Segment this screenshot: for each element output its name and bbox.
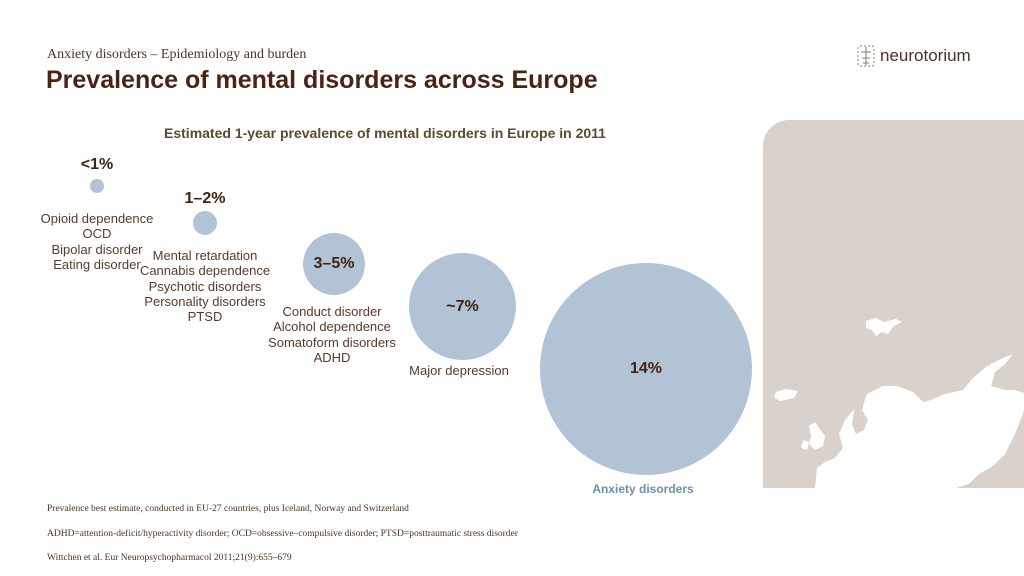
bubble-1-2	[193, 211, 217, 235]
disorder: Mental retardation	[152, 248, 258, 263]
bubble-label-3-5: 3–5%	[313, 255, 355, 272]
section-subtitle: Anxiety disorders – Epidemiology and bur…	[47, 47, 307, 62]
disorder: Opioid dependence	[40, 211, 154, 226]
neurotorium-logo-icon	[857, 45, 875, 67]
disorder-list-1-2: Mental retardation Cannabis dependence P…	[105, 248, 305, 324]
disorder-list-7: Major depression	[359, 363, 559, 378]
logo-text: neurotorium	[880, 46, 971, 65]
bubble-7: ~7%	[409, 253, 516, 360]
chart-title: Estimated 1-year prevalence of mental di…	[164, 125, 606, 141]
disorder: Somatoform disorders	[268, 334, 396, 350]
bubble-label-7: ~7%	[446, 297, 479, 315]
page-title: Prevalence of mental disorders across Eu…	[46, 66, 598, 94]
disorder: Psychotic disorders	[148, 278, 262, 294]
bubble-label-14: 14%	[629, 360, 663, 377]
disorder: Cannabis dependence	[139, 263, 271, 279]
footnote: Prevalence best estimate, conducted in E…	[47, 504, 409, 514]
bubble-3-5: 3–5%	[303, 233, 365, 295]
disorder: Alcohol dependence	[273, 319, 391, 335]
disorder: ADHD	[313, 349, 351, 365]
disorder: Anxiety disorders	[592, 482, 694, 496]
footnote-reference: Wittchen et al. Eur Neuropsychopharmacol…	[47, 553, 292, 563]
europe-map-panel	[763, 120, 1024, 488]
disorder: Personality disorders	[144, 293, 266, 309]
disorder: OCD	[82, 226, 112, 242]
bubble-label-1-2: 1–2%	[184, 190, 226, 207]
disorder: PTSD	[187, 309, 223, 325]
footnote: ADHD=attention-deficit/hyperactivity dis…	[47, 529, 518, 539]
bubble-label-lt1: <1%	[80, 156, 114, 173]
disorder: Bipolar disorder	[51, 241, 143, 257]
disorder: Eating disorder	[53, 256, 141, 272]
disorder-list-3-5: Conduct disorder Alcohol dependence Soma…	[232, 304, 432, 365]
bubble-lt1	[90, 179, 104, 193]
europe-map-icon	[774, 318, 1024, 488]
disorder: Conduct disorder	[282, 304, 382, 319]
bubble-14: 14%	[540, 263, 752, 475]
disorder: Major depression	[409, 363, 509, 378]
disorder-list-14: Anxiety disorders	[543, 482, 743, 497]
disorder-list-lt1: Opioid dependence OCD Bipolar disorder E…	[0, 211, 197, 272]
logo: neurotorium	[856, 44, 971, 68]
